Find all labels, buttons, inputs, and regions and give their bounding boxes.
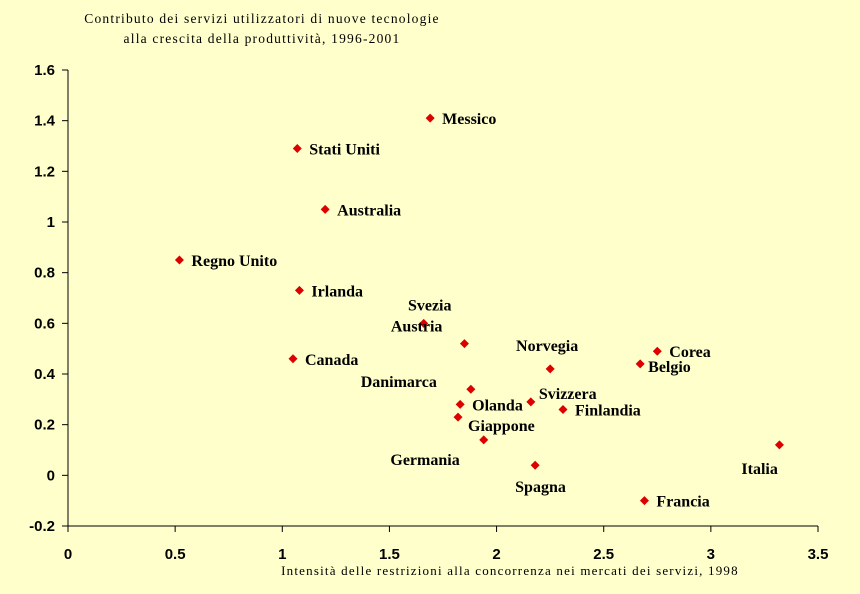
point-labels: Messico Stati Uniti Australia Regno Unito Ir… — [191, 111, 777, 511]
data-point-marker — [320, 204, 330, 214]
chart-title: Contributo dei servizi utilizzatori di n… — [52, 9, 472, 49]
data-point-label: Belgio — [648, 359, 691, 376]
data-point-marker — [545, 364, 555, 374]
data-point-marker — [530, 460, 540, 470]
y-tick-label: 1 — [47, 214, 55, 231]
chart-title-line-2: alla crescita della produttività, 1996-2… — [123, 31, 401, 46]
data-point-label: Olanda — [472, 397, 523, 414]
y-tick-label: 1.4 — [34, 113, 56, 130]
data-point-marker — [558, 404, 568, 414]
y-tick-label: 0.8 — [34, 265, 55, 282]
x-axis-label: Intensità delle restrizioni alla concorr… — [281, 563, 739, 578]
data-point-marker — [526, 397, 536, 407]
y-tick-label: 0 — [47, 467, 55, 484]
data-point-marker — [294, 285, 304, 295]
data-point-marker — [479, 435, 489, 445]
data-point-label: Norvegia — [516, 338, 578, 355]
x-tick-label: 0 — [64, 546, 72, 563]
data-point-marker — [455, 399, 465, 409]
data-point-marker — [652, 346, 662, 356]
data-point-label: Canada — [305, 352, 358, 369]
y-tick-label: 1.6 — [34, 62, 55, 79]
data-point-label: Messico — [442, 111, 496, 128]
y-tick-label: 1.2 — [34, 163, 55, 180]
data-point-label: Giappone — [468, 418, 535, 435]
data-point-marker — [292, 144, 302, 154]
y-tick-label: 0.2 — [34, 417, 55, 434]
x-tick-label: 3 — [707, 546, 715, 563]
data-point-label: Australia — [337, 202, 401, 219]
data-point-label: Finlandia — [575, 402, 641, 419]
data-point-label: Francia — [656, 494, 709, 511]
data-point-label: Svezia — [408, 297, 452, 314]
data-point-marker — [453, 412, 463, 422]
data-point-label: Germania — [390, 452, 459, 469]
data-point-marker — [639, 496, 649, 506]
data-point-label: Austria — [391, 319, 443, 336]
y-tick-label: -0.2 — [29, 518, 55, 535]
data-point-label: Svizzera — [539, 386, 597, 403]
data-point-marker — [288, 354, 298, 364]
x-tick-label: 3.5 — [808, 546, 829, 563]
data-point-label: Italia — [741, 461, 777, 478]
y-tick-label: 0.6 — [34, 315, 55, 332]
data-point-marker — [425, 113, 435, 123]
data-point-marker — [466, 384, 476, 394]
chart-title-line-1: Contributo dei servizi utilizzatori di n… — [84, 11, 440, 26]
data-point-label: Regno Unito — [191, 253, 277, 270]
data-point-label: Corea — [669, 344, 710, 361]
y-tick-label: 0.4 — [34, 366, 56, 383]
data-point-label: Irlanda — [311, 283, 363, 300]
x-tick-label: 2.5 — [593, 546, 614, 563]
chart-axes: -0.2 0 0.2 0.4 0.6 0.8 1 1.2 1.4 1.6 0 0.5 1 1.5 2 2.5 3… — [29, 62, 828, 563]
data-point-marker — [635, 359, 645, 369]
x-tick-label: 1.5 — [379, 546, 400, 563]
data-point-marker — [174, 255, 184, 265]
data-markers — [174, 113, 784, 506]
data-point-marker — [774, 440, 784, 450]
data-point-label: Stati Uniti — [309, 142, 380, 159]
x-tick-label: 1 — [278, 546, 286, 563]
x-tick-label: 2 — [492, 546, 500, 563]
x-tick-label: 0.5 — [165, 546, 186, 563]
data-point-marker — [419, 318, 429, 328]
data-point-marker — [459, 339, 469, 349]
data-point-label: Spagna — [515, 479, 566, 496]
data-point-label: Danimarca — [361, 374, 437, 391]
